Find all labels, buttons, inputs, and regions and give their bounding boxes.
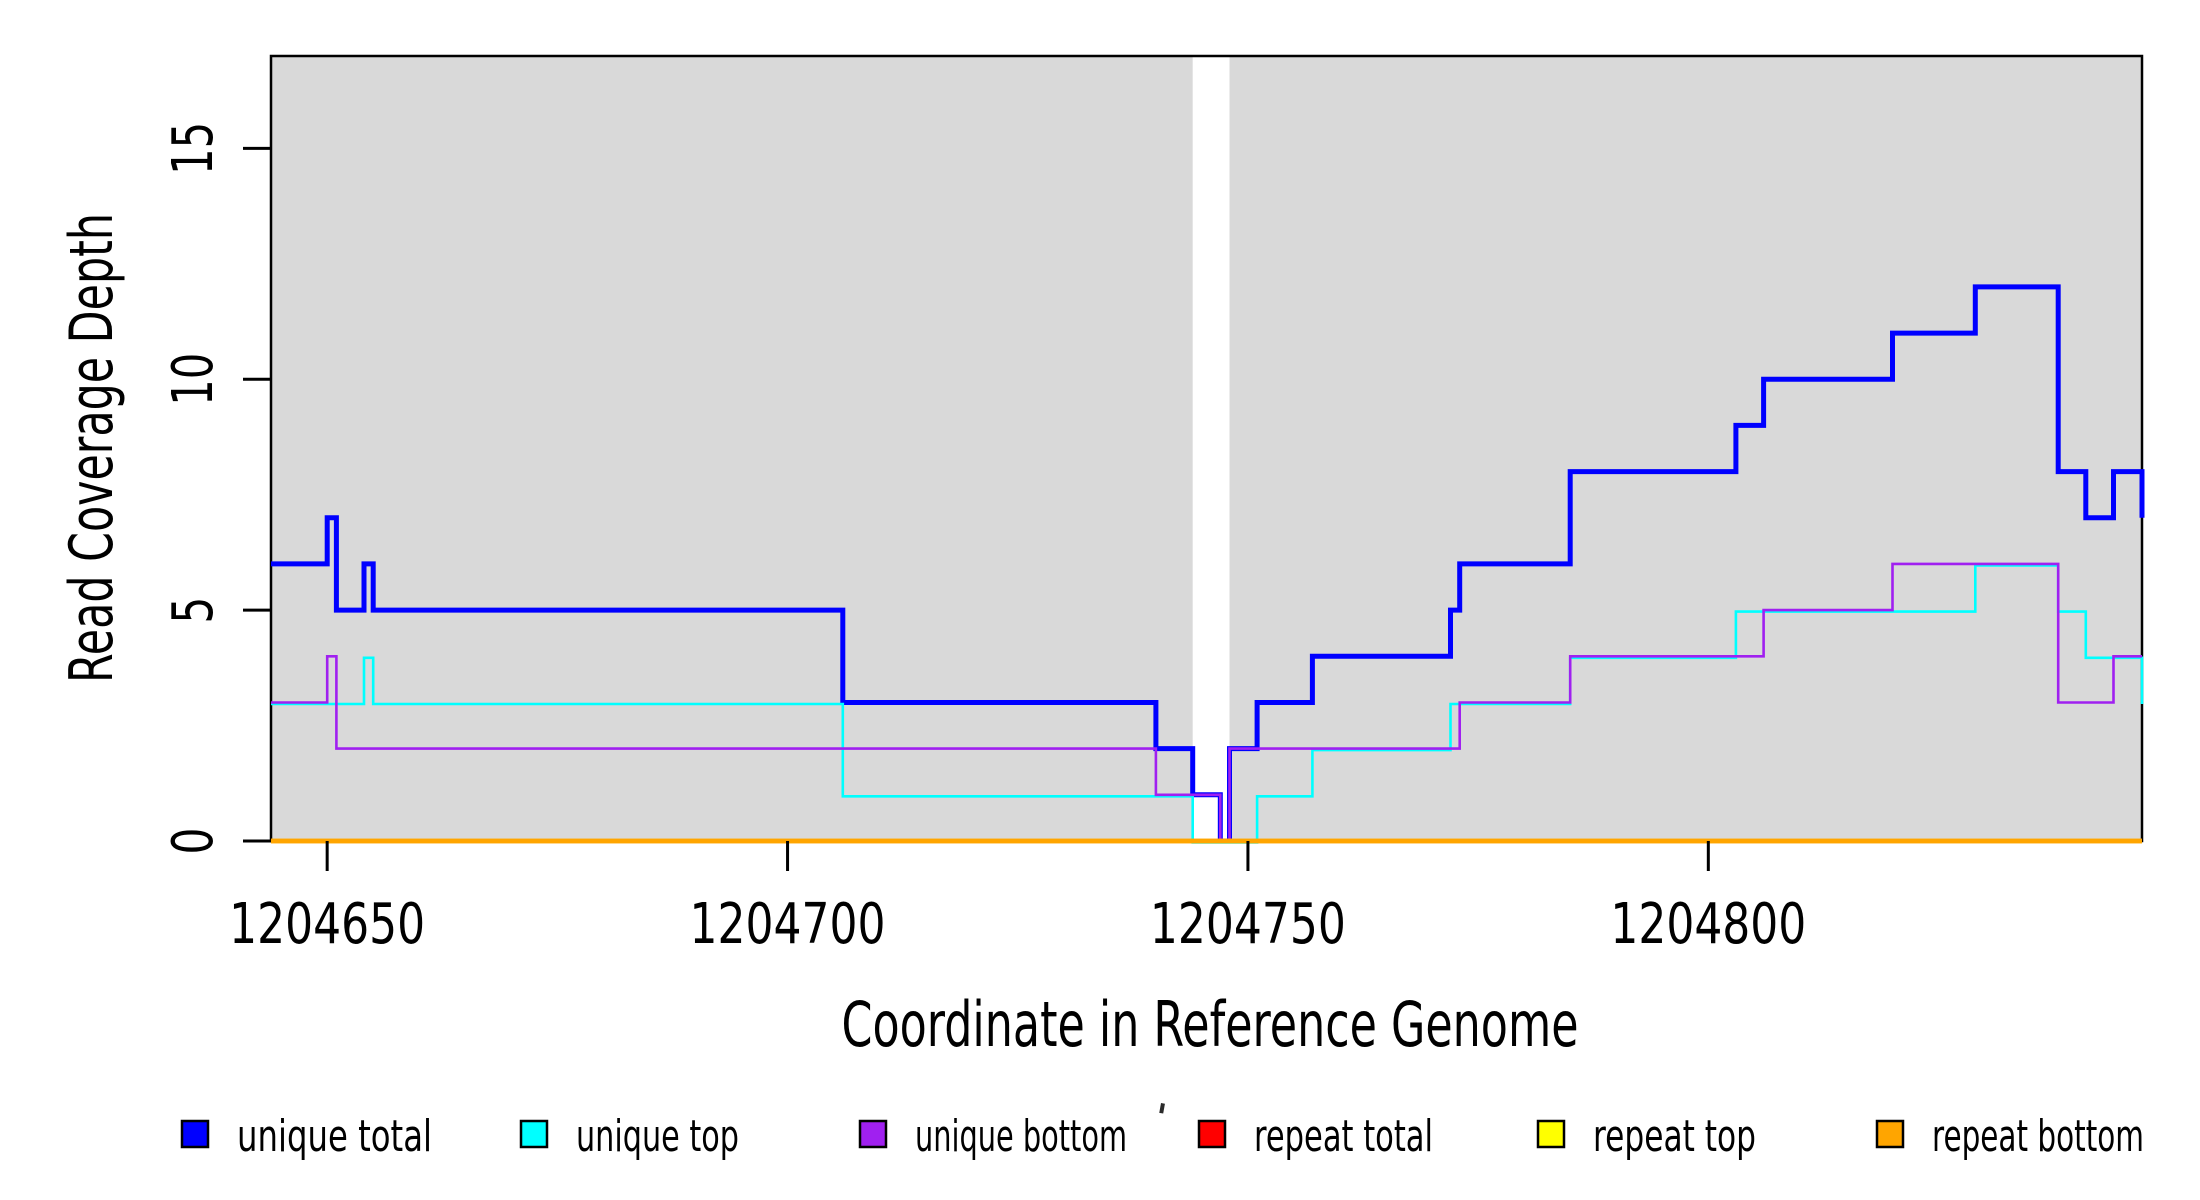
plot-background <box>271 56 2142 841</box>
legend-label: repeat total <box>1254 1111 1433 1162</box>
legend-swatch-repeat-top <box>1536 1119 1566 1149</box>
legend-item-repeat-bottom: repeat bottom <box>1875 1111 2144 1162</box>
legend-item-repeat-top: repeat top <box>1536 1111 1756 1162</box>
legend-item-unique-top: unique top <box>519 1111 739 1162</box>
legend-item-repeat-total: repeat total <box>1197 1111 1433 1162</box>
y-tick-label: 0 <box>161 828 226 855</box>
chart-legend: unique total unique top unique bottom repea… <box>180 1111 2144 1162</box>
legend-item-unique-total: unique total <box>180 1111 432 1162</box>
legend-swatch-repeat-total <box>1197 1119 1227 1149</box>
legend-swatch-unique-bottom <box>858 1119 888 1149</box>
legend-item-unique-bottom: unique bottom <box>858 1111 1127 1162</box>
y-axis-title: Read Coverage Depth <box>57 213 127 683</box>
y-tick-label: 15 <box>161 122 226 175</box>
series-unique-total <box>271 284 2145 844</box>
stray-mark-annotation <box>1159 1102 1165 1114</box>
legend-label: unique top <box>576 1111 739 1162</box>
series-lines <box>271 284 2145 844</box>
y-tick-label: 10 <box>161 353 226 406</box>
uncovered-gap-band <box>1192 56 1230 841</box>
y-axis: 0 5 10 15 <box>161 122 271 855</box>
legend-swatch-repeat-bottom <box>1875 1119 1905 1149</box>
x-tick-label: 1204650 <box>229 892 425 957</box>
x-axis: 1204650 1204700 1204750 1204800 <box>229 841 1806 957</box>
legend-label: repeat bottom <box>1932 1111 2144 1162</box>
legend-label: unique total <box>237 1111 432 1162</box>
x-tick-label: 1204750 <box>1150 892 1346 957</box>
series-unique-bottom <box>271 562 2142 843</box>
x-tick-label: 1204800 <box>1610 892 1806 957</box>
x-axis-title: Coordinate in Reference Genome <box>842 988 1579 1061</box>
legend-label: repeat top <box>1593 1111 1756 1162</box>
legend-swatch-unique-top <box>519 1119 549 1149</box>
stray-mark <box>1159 1102 1165 1114</box>
legend-label: unique bottom <box>915 1111 1127 1162</box>
x-tick-label: 1204700 <box>690 892 886 957</box>
y-tick-label: 5 <box>161 597 226 624</box>
legend-swatch-unique-total <box>180 1119 210 1149</box>
